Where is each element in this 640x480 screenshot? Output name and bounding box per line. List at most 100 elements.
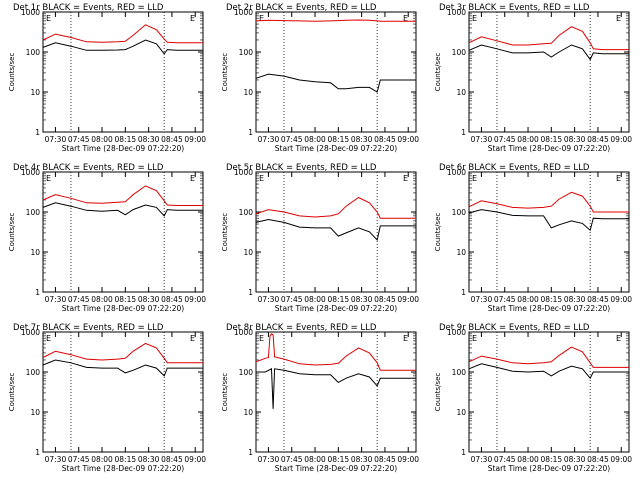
series-line-events: [468, 44, 629, 61]
plot-frame: [42, 171, 204, 293]
x-tick-label: 09:00: [397, 455, 419, 464]
x-tick-label: 07:30: [471, 455, 493, 464]
y-axis-label: Counts/sec: [221, 213, 229, 252]
series-line-events: [42, 202, 203, 217]
chart-title: Det 7r BLACK = Events, RED = LLD: [13, 323, 164, 333]
x-tick-label: 08:30: [564, 455, 586, 464]
chart-panel-4: Det 4r BLACK = Events, RED = LLD 1 10 100 10…: [8, 163, 206, 313]
plot-frame: [468, 171, 630, 293]
event-marker-label: E: [259, 334, 264, 343]
event-marker-label: E: [190, 334, 195, 343]
x-tick-label: 07:30: [45, 135, 67, 144]
event-marker-label: E: [616, 14, 621, 23]
y-tick-label: 10: [30, 408, 40, 417]
y-tick-label: 100: [26, 368, 41, 377]
x-tick-label: 09:00: [610, 135, 632, 144]
event-marker-label: E: [190, 14, 195, 23]
y-tick-label: 10: [456, 88, 466, 97]
chart-title: Det 9r BLACK = Events, RED = LLD: [439, 323, 590, 333]
x-tick-label: 09:00: [610, 455, 632, 464]
chart-panel-6: Det 6r BLACK = Events, RED = LLD 1 10 100 10…: [434, 163, 632, 313]
x-axis-label: Start Time (28-Dec-09 07:22:20): [62, 464, 184, 473]
x-tick-label: 07:45: [68, 295, 90, 304]
plot-frame: [255, 331, 417, 453]
series-line-lld: [468, 346, 629, 368]
y-tick-label: 1: [35, 128, 40, 137]
x-tick-label: 09:00: [397, 295, 419, 304]
chart-title: Det 6r BLACK = Events, RED = LLD: [439, 163, 590, 173]
y-axis-label: Counts/sec: [8, 373, 16, 412]
series-line-lld: [255, 196, 416, 219]
series-line-lld: [42, 24, 203, 44]
y-tick-label: 1000: [447, 328, 466, 337]
event-marker-label: E: [190, 174, 195, 183]
plot-frame: [468, 331, 630, 453]
x-tick-label: 07:30: [45, 295, 67, 304]
x-tick-label: 08:30: [351, 135, 373, 144]
event-marker-label: E: [46, 174, 51, 183]
x-tick-label: 07:45: [494, 135, 516, 144]
y-tick-label: 1: [248, 448, 253, 457]
x-tick-label: 08:30: [138, 135, 160, 144]
y-tick-label: 1: [248, 288, 253, 297]
x-tick-label: 07:30: [471, 135, 493, 144]
x-tick-label: 08:45: [374, 295, 396, 304]
chart-title: Det 5r BLACK = Events, RED = LLD: [226, 163, 377, 173]
x-tick-label: 08:00: [517, 455, 539, 464]
x-tick-label: 08:00: [91, 135, 113, 144]
x-axis-label: Start Time (28-Dec-09 07:22:20): [62, 144, 184, 153]
series-line-events: [255, 218, 416, 242]
x-tick-label: 07:45: [68, 135, 90, 144]
series-line-events: [255, 73, 416, 93]
x-tick-label: 07:30: [45, 455, 67, 464]
x-tick-label: 08:45: [161, 455, 183, 464]
x-tick-label: 07:30: [258, 135, 280, 144]
y-tick-label: 1: [461, 128, 466, 137]
chart-title: Det 8r BLACK = Events, RED = LLD: [226, 323, 377, 333]
y-tick-label: 1000: [447, 8, 466, 17]
event-marker-label: E: [616, 334, 621, 343]
x-tick-label: 08:30: [138, 455, 160, 464]
x-axis-label: Start Time (28-Dec-09 07:22:20): [488, 304, 610, 313]
y-axis-label: Counts/sec: [8, 213, 16, 252]
y-axis-label: Counts/sec: [434, 373, 442, 412]
plot-frame: [255, 11, 417, 133]
x-tick-label: 09:00: [184, 455, 206, 464]
x-tick-label: 07:45: [281, 135, 303, 144]
x-tick-label: 08:00: [304, 455, 326, 464]
chart-title: Det 1r BLACK = Events, RED = LLD: [13, 3, 164, 13]
x-tick-label: 08:00: [91, 455, 113, 464]
chart-panel-9: Det 9r BLACK = Events, RED = LLD 1 10 100 10…: [434, 323, 632, 473]
x-axis-label: Start Time (28-Dec-09 07:22:20): [488, 144, 610, 153]
x-tick-label: 08:00: [304, 295, 326, 304]
x-tick-label: 08:15: [328, 135, 350, 144]
chart-title: Det 4r BLACK = Events, RED = LLD: [13, 163, 164, 173]
plot-frame: [42, 11, 204, 133]
x-tick-label: 07:30: [471, 295, 493, 304]
y-tick-label: 100: [239, 368, 254, 377]
y-tick-label: 1000: [234, 328, 253, 337]
x-tick-label: 08:15: [328, 295, 350, 304]
y-tick-label: 10: [456, 248, 466, 257]
y-tick-label: 100: [452, 368, 467, 377]
y-axis-label: Counts/sec: [221, 373, 229, 412]
x-tick-label: 07:45: [68, 455, 90, 464]
plot-frame: [468, 11, 630, 133]
event-marker-label: E: [259, 174, 264, 183]
series-line-lld: [255, 19, 416, 22]
event-marker-label: E: [46, 14, 51, 23]
y-tick-label: 100: [26, 208, 41, 217]
y-tick-label: 10: [456, 408, 466, 417]
x-tick-label: 09:00: [184, 295, 206, 304]
y-axis-label: Counts/sec: [434, 53, 442, 92]
x-tick-label: 08:30: [564, 295, 586, 304]
x-tick-label: 08:30: [138, 295, 160, 304]
x-tick-label: 08:30: [564, 135, 586, 144]
event-marker-label: E: [403, 334, 408, 343]
y-tick-label: 10: [243, 88, 253, 97]
x-tick-label: 08:30: [351, 295, 373, 304]
y-tick-label: 100: [452, 208, 467, 217]
x-tick-label: 09:00: [610, 295, 632, 304]
x-axis-label: Start Time (28-Dec-09 07:22:20): [275, 464, 397, 473]
